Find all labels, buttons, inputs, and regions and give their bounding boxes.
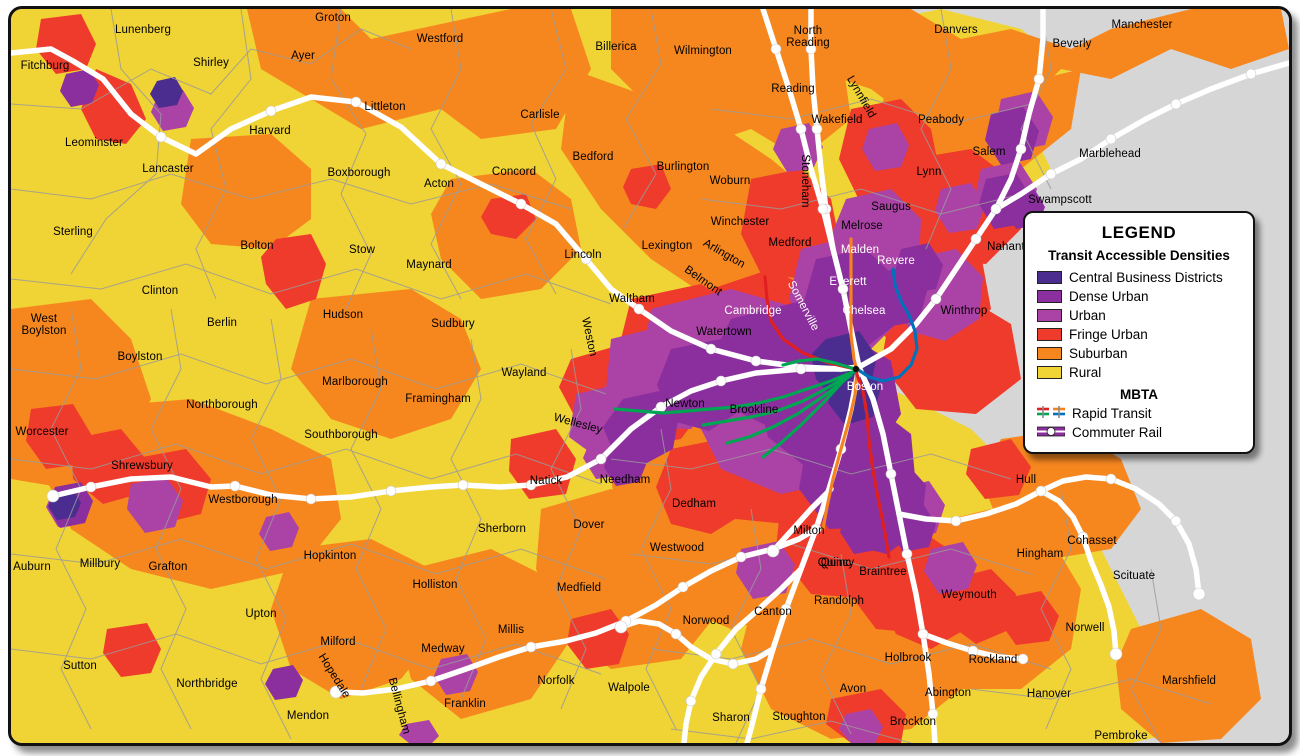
legend-swatch-5	[1037, 365, 1062, 379]
legend-swatch-4	[1037, 346, 1062, 360]
legend-label-4: Suburban	[1069, 345, 1128, 361]
rapid-transit-icon	[1037, 406, 1065, 418]
legend-item-commuter-rail[interactable]: Commuter Rail	[1037, 423, 1241, 441]
map-canvas[interactable]: Fitchburg Lunenberg Shirley Ayer Groton Westf…	[8, 6, 1292, 746]
map-legend[interactable]: LEGEND Transit Accessible Densities Cent…	[1023, 211, 1255, 454]
legend-label-0: Central Business Districts	[1069, 269, 1223, 285]
legend-commuter-rail-label: Commuter Rail	[1072, 424, 1163, 440]
legend-label-1: Dense Urban	[1069, 288, 1149, 304]
legend-swatch-3	[1037, 327, 1062, 341]
mbta-blue-line	[855, 267, 919, 383]
legend-label-3: Fringe Urban	[1069, 326, 1148, 342]
legend-item-central-business-districts[interactable]: Central Business Districts	[1037, 268, 1241, 286]
legend-swatch-0	[1037, 270, 1062, 284]
legend-subtitle: Transit Accessible Densities	[1048, 248, 1230, 263]
legend-item-urban[interactable]: Urban	[1037, 306, 1241, 324]
legend-title: LEGEND	[1101, 223, 1177, 242]
commuter-rail-icon	[1037, 426, 1065, 437]
map-graphics	[11, 9, 1289, 743]
mbta-orange-line	[821, 237, 859, 531]
commuter-rail-stations	[46, 43, 1257, 720]
legend-item-fringe-urban[interactable]: Fringe Urban	[1037, 325, 1241, 343]
legend-rapid-transit-label: Rapid Transit	[1072, 405, 1152, 421]
town-boundaries	[11, 9, 1212, 743]
legend-item-rural[interactable]: Rural	[1037, 363, 1241, 381]
legend-item-dense-urban[interactable]: Dense Urban	[1037, 287, 1241, 305]
legend-item-rapid-transit[interactable]: Rapid Transit	[1037, 404, 1241, 422]
legend-label-5: Rural	[1069, 364, 1102, 380]
legend-label-2: Urban	[1069, 307, 1106, 323]
legend-swatch-1	[1037, 289, 1062, 303]
legend-mbta-title: MBTA	[1120, 387, 1158, 402]
legend-density-list: Central Business Districts Dense Urban Urb…	[1037, 268, 1241, 381]
mbta-downtown-hub	[852, 365, 860, 373]
mbta-green-line	[613, 357, 857, 459]
legend-swatch-2	[1037, 308, 1062, 322]
legend-item-suburban[interactable]: Suburban	[1037, 344, 1241, 362]
